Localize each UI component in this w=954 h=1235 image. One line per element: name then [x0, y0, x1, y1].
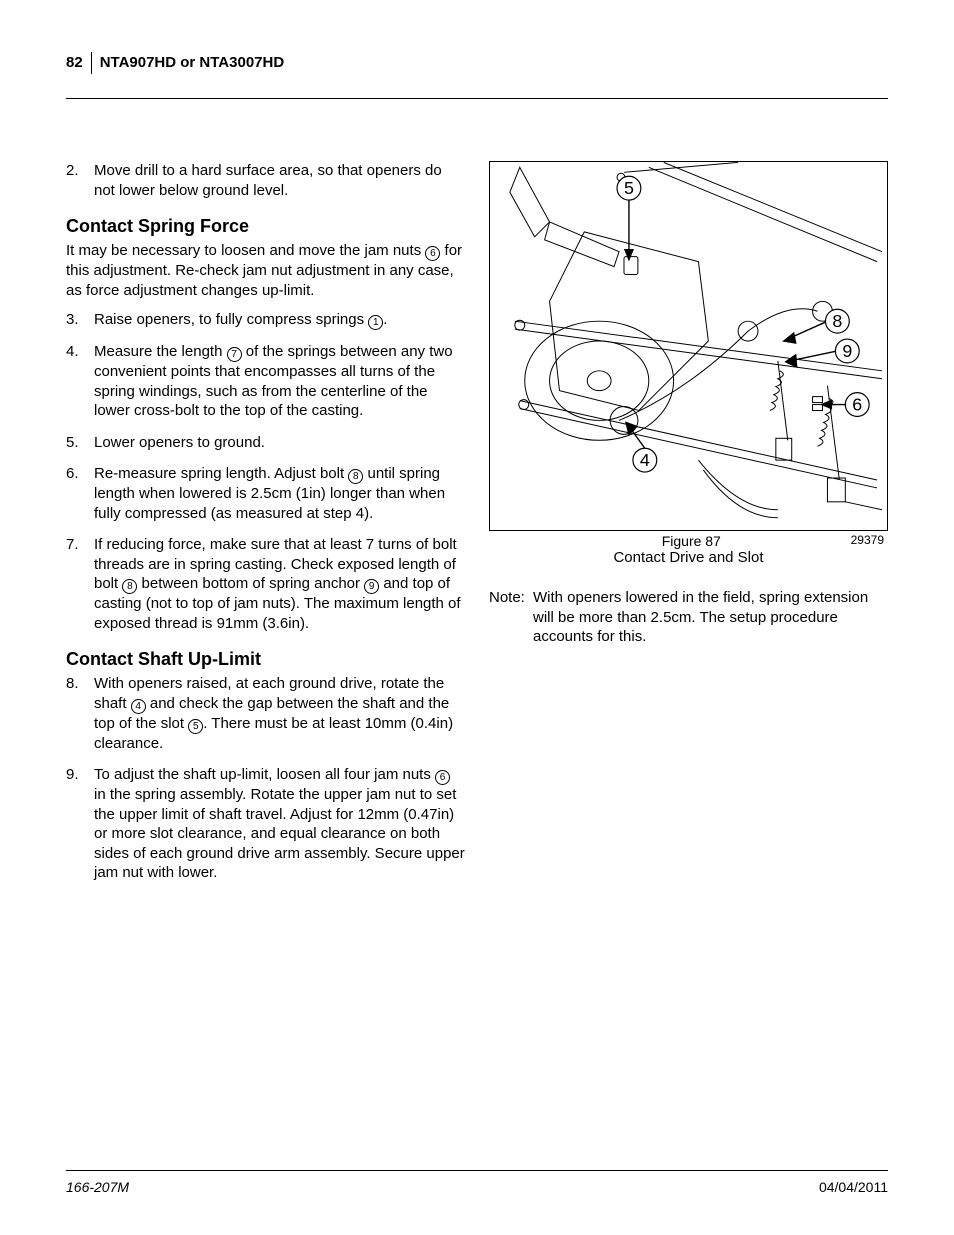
callout-ref-icon: 6 — [425, 246, 440, 261]
figure-callout-number: 8 — [832, 311, 842, 331]
figure-caption-row: 00000 Figure 87 29379 — [489, 533, 888, 549]
figure-svg: 5 89 6 4 — [490, 162, 887, 530]
text-run: Measure the length — [94, 343, 227, 360]
list-item: 5. Lower openers to ground. — [66, 433, 465, 453]
note-label: Note: — [489, 588, 533, 647]
item-number: 4. — [66, 342, 94, 421]
figure-frame: 5 89 6 4 — [489, 161, 888, 531]
item-number: 3. — [66, 310, 94, 330]
callout-ref-icon: 8 — [122, 579, 137, 594]
item-number: 8. — [66, 674, 94, 753]
item-number: 2. — [66, 161, 94, 200]
item-text: With openers raised, at each ground driv… — [94, 674, 465, 753]
callout-ref-icon: 5 — [188, 719, 203, 734]
list-item: 4. Measure the length 7 of the springs b… — [66, 342, 465, 421]
callout-ref-icon: 4 — [131, 699, 146, 714]
list-item: 2. Move drill to a hard surface area, so… — [66, 161, 465, 200]
callout-ref-icon: 8 — [348, 469, 363, 484]
section-heading: Contact Spring Force — [66, 216, 465, 237]
callout-ref-icon: 1 — [368, 315, 383, 330]
left-column: 2. Move drill to a hard surface area, so… — [66, 161, 465, 895]
section-intro: It may be necessary to loosen and move t… — [66, 241, 465, 300]
list-item: 3. Raise openers, to fully compress spri… — [66, 310, 465, 330]
list-item: 6. Re-measure spring length. Adjust bolt… — [66, 464, 465, 523]
figure-caption: Contact Drive and Slot — [489, 549, 888, 566]
note-row: Note: With openers lowered in the field,… — [489, 588, 888, 647]
item-text: Measure the length 7 of the springs betw… — [94, 342, 465, 421]
page-footer: 166-207M 04/04/2011 — [66, 1170, 888, 1195]
callout-ref-icon: 6 — [435, 770, 450, 785]
item-text: Move drill to a hard surface area, so th… — [94, 161, 465, 200]
text-run: between bottom of spring anchor — [137, 575, 364, 592]
text-run: To adjust the shaft up-limit, loosen all… — [94, 766, 435, 783]
item-number: 5. — [66, 433, 94, 453]
item-text: Re-measure spring length. Adjust bolt 8 … — [94, 464, 465, 523]
item-number: 7. — [66, 535, 94, 633]
right-column: 5 89 6 4 00000 Figure 87 29379 Contact Driv… — [489, 161, 888, 895]
footer-doc-id: 166-207M — [66, 1179, 129, 1195]
figure-label: Figure 87 — [662, 533, 721, 549]
text-run: Raise openers, to fully compress springs — [94, 311, 368, 328]
page-header: 82 NTA907HD or NTA3007HD — [66, 52, 888, 74]
item-number: 9. — [66, 765, 94, 883]
header-rule — [66, 98, 888, 99]
text-run: Re-measure spring length. Adjust bolt — [94, 465, 348, 482]
text-run: It may be necessary to loosen and move t… — [66, 242, 425, 259]
item-text: Raise openers, to fully compress springs… — [94, 310, 465, 330]
model-name: NTA907HD or NTA3007HD — [92, 52, 285, 74]
list-item: 9. To adjust the shaft up-limit, loosen … — [66, 765, 465, 883]
figure-ref: 29379 — [851, 533, 884, 549]
page-number: 82 — [66, 52, 92, 74]
item-text: If reducing force, make sure that at lea… — [94, 535, 465, 633]
figure-callout-number: 6 — [852, 395, 862, 415]
item-number: 6. — [66, 464, 94, 523]
figure-callout-number: 4 — [640, 450, 650, 470]
figure-callout-number: 9 — [842, 341, 852, 361]
list-item: 7. If reducing force, make sure that at … — [66, 535, 465, 633]
text-run: . — [383, 311, 387, 328]
text-run: in the spring assembly. Rotate the upper… — [94, 786, 465, 881]
item-text: Lower openers to ground. — [94, 433, 465, 453]
callout-ref-icon: 7 — [227, 347, 242, 362]
item-text: To adjust the shaft up-limit, loosen all… — [94, 765, 465, 883]
note-text: With openers lowered in the field, sprin… — [533, 588, 888, 647]
figure-callout-number: 5 — [624, 178, 634, 198]
list-item: 8. With openers raised, at each ground d… — [66, 674, 465, 753]
footer-date: 04/04/2011 — [819, 1179, 888, 1195]
section-heading: Contact Shaft Up-Limit — [66, 649, 465, 670]
callout-ref-icon: 9 — [364, 579, 379, 594]
